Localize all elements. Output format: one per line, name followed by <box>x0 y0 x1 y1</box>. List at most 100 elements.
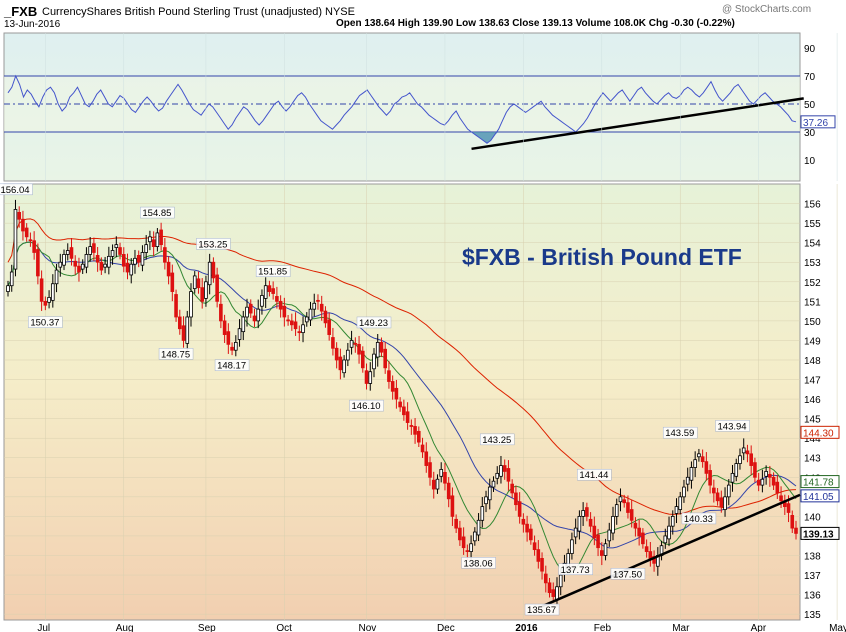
price-tick-label: 151 <box>804 297 821 308</box>
candle-body <box>58 261 63 268</box>
candle-body <box>689 467 694 481</box>
candle-body <box>585 507 589 517</box>
rsi-tick-label: 50 <box>804 100 816 111</box>
candle-body <box>402 406 406 416</box>
x-tick-label: Mar <box>672 623 690 632</box>
candle-body <box>570 539 574 554</box>
annotation-box <box>0 183 33 196</box>
x-tick-label: Oct <box>276 623 292 632</box>
candle-body <box>487 486 492 501</box>
last-price-label: 141.05 <box>803 492 834 503</box>
candle-body <box>536 549 541 562</box>
candle-body <box>771 476 776 486</box>
annotation-box <box>461 557 496 569</box>
candle-body <box>9 271 14 287</box>
price-annotation: 137.73 <box>558 563 593 576</box>
candle-body <box>398 401 402 408</box>
candle-body <box>730 472 735 483</box>
rsi-oversold-fill <box>471 132 499 144</box>
candle-body <box>346 349 350 361</box>
candle-body <box>521 518 526 525</box>
candle-body <box>6 285 10 292</box>
candle-body <box>65 250 70 255</box>
candle-body <box>592 525 597 539</box>
candle-body <box>319 303 324 312</box>
candle-body <box>297 331 302 334</box>
price-tick-label: 150 <box>804 317 821 328</box>
candle-body <box>652 556 656 564</box>
candle-body <box>525 523 529 533</box>
last-price-label: 139.13 <box>803 529 834 540</box>
candle-body <box>368 371 373 384</box>
annotation-label: 141.44 <box>579 470 608 481</box>
candle-body <box>304 316 309 323</box>
candle-body <box>547 582 552 594</box>
candle-body <box>103 263 107 268</box>
price-tick-label: 152 <box>804 278 821 289</box>
candle-body <box>543 573 548 584</box>
x-tick-label: Sep <box>198 623 216 632</box>
candle-body <box>290 320 294 326</box>
candle-body <box>644 546 649 552</box>
candle-body <box>189 291 193 318</box>
price-annotation: 150.37 <box>28 316 63 329</box>
price-annotation: 149.23 <box>356 316 392 329</box>
last-price-box <box>800 425 840 439</box>
candle-body <box>353 342 358 345</box>
candle-body <box>626 502 630 513</box>
candle-body <box>360 350 365 369</box>
price-tick-label: 148 <box>804 356 821 367</box>
candle-body <box>282 305 287 318</box>
candle-body <box>151 239 156 248</box>
candle-body <box>252 315 257 322</box>
candle-body <box>476 519 481 536</box>
candle-body <box>603 543 608 556</box>
annotation-box <box>681 512 717 525</box>
candle-body <box>263 285 268 299</box>
price-tick-label: 147 <box>804 376 821 387</box>
candle-body <box>529 528 533 541</box>
price-tick-label: 137 <box>804 571 821 582</box>
candle-body <box>144 244 148 253</box>
price-annotation: 148.75 <box>158 348 194 360</box>
candle-body <box>756 479 761 486</box>
watermark: @ StockCharts.com <box>722 4 812 15</box>
candle-body <box>469 543 473 552</box>
annotation-label: 137.50 <box>613 569 642 580</box>
candle-body <box>99 261 104 271</box>
candle-body <box>581 510 585 517</box>
x-tick-label: Jul <box>37 623 50 632</box>
rsi-tick-label: 30 <box>804 128 816 139</box>
candle-body <box>129 263 134 276</box>
candle-body <box>633 522 638 529</box>
candle-body <box>719 497 724 508</box>
candle-body <box>573 527 578 538</box>
candle-body <box>611 515 615 534</box>
candle-body <box>148 236 152 243</box>
candle-body <box>588 518 593 527</box>
candle-body <box>196 278 201 289</box>
candle-body <box>80 263 85 270</box>
candle-body <box>458 527 462 541</box>
candle-body <box>256 308 261 322</box>
price-tick-label: 156 <box>804 200 821 211</box>
annotation-label: 146.10 <box>352 401 381 412</box>
candle-body <box>420 444 425 453</box>
candle-body <box>73 260 78 267</box>
candle-body <box>734 463 739 477</box>
candle-body <box>473 531 477 542</box>
candle-body <box>764 471 768 477</box>
candle-body <box>316 299 320 302</box>
candle-body <box>136 255 141 263</box>
annotation-box <box>558 563 593 576</box>
candle-body <box>275 296 279 302</box>
candle-body <box>394 387 399 400</box>
candle-body <box>417 430 421 443</box>
annotation-label: 156.04 <box>0 185 29 196</box>
candle-body <box>622 499 627 504</box>
candle-body <box>753 462 757 478</box>
price-annotation: 137.50 <box>610 568 646 580</box>
candle-body <box>775 481 780 494</box>
candle-body <box>439 469 444 477</box>
